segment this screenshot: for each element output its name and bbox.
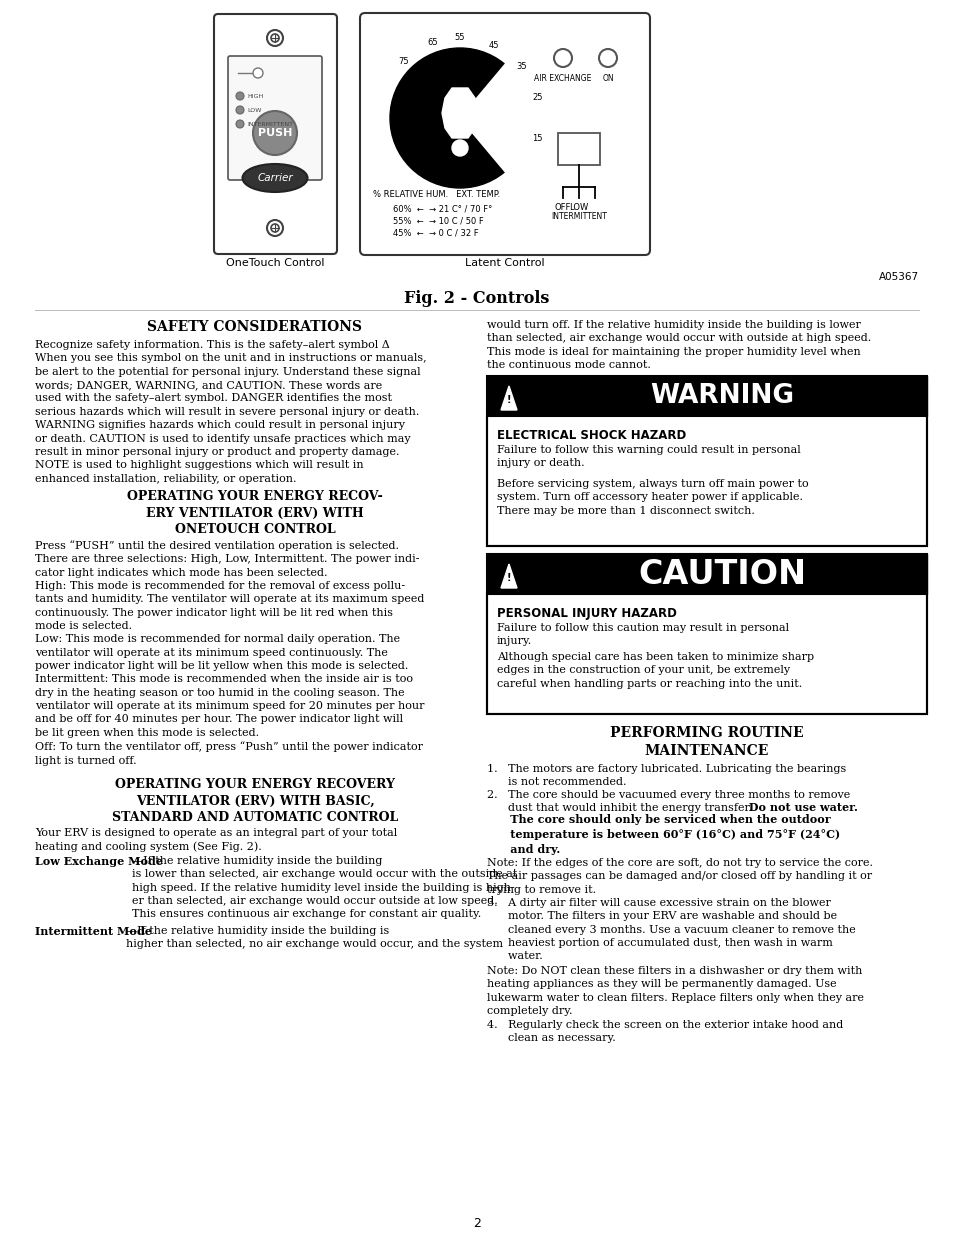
- Text: 15: 15: [532, 135, 542, 143]
- Text: OPERATING YOUR ENERGY RECOV-
ERY VENTILATOR (ERV) WITH
ONETOUCH CONTROL: OPERATING YOUR ENERGY RECOV- ERY VENTILA…: [127, 490, 382, 536]
- Text: Your ERV is designed to operate as an integral part of your total
heating and co: Your ERV is designed to operate as an in…: [35, 827, 396, 852]
- Bar: [486, 375, 926, 546]
- Bar: [486, 375, 926, 416]
- Text: AIR EXCHANGE: AIR EXCHANGE: [534, 74, 591, 83]
- Text: Do not use water.: Do not use water.: [744, 802, 857, 813]
- Circle shape: [271, 224, 278, 232]
- Text: OneTouch Control: OneTouch Control: [226, 258, 324, 268]
- Text: Latent Control: Latent Control: [465, 258, 544, 268]
- Text: 4.   Regularly check the screen on the exterior intake hood and
      clean as n: 4. Regularly check the screen on the ext…: [486, 1020, 842, 1044]
- Circle shape: [452, 140, 468, 156]
- Polygon shape: [500, 564, 517, 588]
- FancyBboxPatch shape: [359, 14, 649, 254]
- Text: 45%  ←  → 0 C / 32 F: 45% ← → 0 C / 32 F: [393, 228, 478, 237]
- Text: A05367: A05367: [878, 272, 918, 282]
- Text: 2.   The core should be vacuumed every three months to remove
      dust that wo: 2. The core should be vacuumed every thr…: [486, 790, 849, 814]
- Text: PERFORMING ROUTINE
MAINTENANCE: PERFORMING ROUTINE MAINTENANCE: [610, 726, 803, 758]
- Text: WARNING: WARNING: [649, 383, 793, 409]
- Text: LOW: LOW: [247, 107, 261, 112]
- Text: !: !: [506, 573, 511, 583]
- Text: PUSH: PUSH: [257, 128, 292, 138]
- Text: 35: 35: [516, 62, 526, 72]
- Text: Before servicing system, always turn off main power to
system. Turn off accessor: Before servicing system, always turn off…: [497, 479, 808, 516]
- Bar: [486, 555, 926, 714]
- Text: Intermittent Mode: Intermittent Mode: [35, 926, 152, 937]
- Text: Recognize safety information. This is the safety–alert symbol Δ
When you see thi: Recognize safety information. This is th…: [35, 340, 426, 484]
- Circle shape: [235, 106, 244, 114]
- Circle shape: [253, 68, 263, 78]
- Bar: [486, 594, 926, 714]
- Circle shape: [235, 91, 244, 100]
- Text: The core should only be serviced when the outdoor
      temperature is between 6: The core should only be serviced when th…: [486, 814, 840, 855]
- Text: OPERATING YOUR ENERGY RECOVERY
VENTILATOR (ERV) WITH BASIC,
STANDARD AND AUTOMAT: OPERATING YOUR ENERGY RECOVERY VENTILATO…: [112, 778, 397, 824]
- Text: would turn off. If the relative humidity inside the building is lower
than selec: would turn off. If the relative humidity…: [486, 320, 870, 370]
- Circle shape: [235, 120, 244, 128]
- Text: % RELATIVE HUM.   EXT. TEMP.: % RELATIVE HUM. EXT. TEMP.: [373, 190, 499, 199]
- FancyBboxPatch shape: [228, 56, 322, 180]
- Circle shape: [554, 49, 572, 67]
- Text: Failure to follow this caution may result in personal
injury.: Failure to follow this caution may resul…: [497, 622, 788, 646]
- Text: Carrier: Carrier: [257, 173, 293, 183]
- Text: 1.   The motors are factory lubricated. Lubricating the bearings
      is not re: 1. The motors are factory lubricated. Lu…: [486, 764, 845, 788]
- Text: Note: If the edges of the core are soft, do not try to service the core.
The air: Note: If the edges of the core are soft,…: [486, 858, 872, 894]
- Text: INTERMITTENT: INTERMITTENT: [247, 121, 293, 126]
- Text: HIGH: HIGH: [247, 94, 263, 99]
- Text: 2: 2: [473, 1216, 480, 1230]
- Text: ON: ON: [601, 74, 613, 83]
- Text: 65: 65: [427, 38, 437, 47]
- Text: Note: Do NOT clean these filters in a dishwasher or dry them with
heating applia: Note: Do NOT clean these filters in a di…: [486, 966, 863, 1016]
- Text: CAUTION: CAUTION: [638, 557, 805, 590]
- Wedge shape: [459, 63, 532, 173]
- Text: Failure to follow this warning could result in personal
injury or death.: Failure to follow this warning could res…: [497, 445, 800, 468]
- Text: 75: 75: [397, 57, 408, 65]
- FancyBboxPatch shape: [213, 14, 336, 254]
- Text: !: !: [506, 395, 511, 405]
- Polygon shape: [500, 387, 517, 410]
- Text: ELECTRICAL SHOCK HAZARD: ELECTRICAL SHOCK HAZARD: [497, 429, 685, 442]
- Text: 55%  ←  → 10 C / 50 F: 55% ← → 10 C / 50 F: [393, 216, 483, 225]
- Circle shape: [267, 30, 283, 46]
- Text: Press “PUSH” until the desired ventilation operation is selected.
There are thre: Press “PUSH” until the desired ventilati…: [35, 540, 424, 766]
- Text: 55: 55: [455, 33, 465, 42]
- Bar: [486, 416, 926, 546]
- Text: SAFETY CONSIDERATIONS: SAFETY CONSIDERATIONS: [148, 320, 362, 333]
- Text: Although special care has been taken to minimize sharp
edges in the construction: Although special care has been taken to …: [497, 652, 813, 689]
- Text: PERSONAL INJURY HAZARD: PERSONAL INJURY HAZARD: [497, 606, 677, 620]
- Text: —If the relative humidity inside the building is
higher than selected, no air ex: —If the relative humidity inside the bui…: [126, 926, 502, 950]
- Bar: [486, 555, 926, 594]
- Circle shape: [598, 49, 617, 67]
- Text: Low Exchange Mode: Low Exchange Mode: [35, 856, 163, 867]
- Circle shape: [253, 111, 296, 156]
- Text: 45: 45: [488, 41, 498, 49]
- Text: INTERMITTENT: INTERMITTENT: [551, 212, 606, 221]
- Circle shape: [271, 35, 278, 42]
- Text: 60%  ←  → 21 C° / 70 F°: 60% ← → 21 C° / 70 F°: [393, 204, 492, 212]
- Text: Fig. 2 - Controls: Fig. 2 - Controls: [404, 290, 549, 308]
- Text: LOW: LOW: [569, 203, 588, 212]
- Bar: [558, 133, 599, 165]
- Text: OFF: OFF: [555, 203, 571, 212]
- Polygon shape: [441, 88, 477, 138]
- Circle shape: [390, 48, 530, 188]
- Text: —If the relative humidity inside the building
is lower than selected, air exchan: —If the relative humidity inside the bui…: [132, 856, 517, 919]
- Text: 3.   A dirty air filter will cause excessive strain on the blower
      motor. T: 3. A dirty air filter will cause excessi…: [486, 898, 855, 961]
- Circle shape: [267, 220, 283, 236]
- Ellipse shape: [242, 164, 307, 191]
- Text: 25: 25: [532, 93, 542, 101]
